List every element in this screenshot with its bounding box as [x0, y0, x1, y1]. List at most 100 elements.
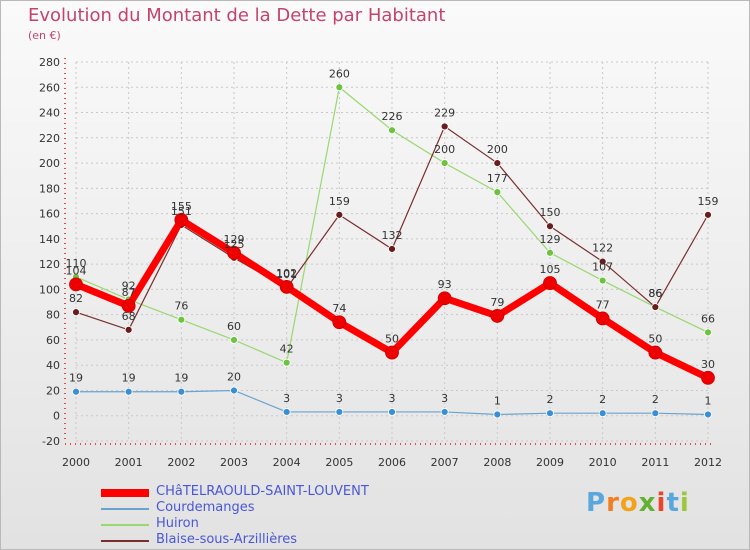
data-point: [490, 309, 505, 323]
data-label: 19: [174, 372, 188, 385]
data-point: [332, 315, 347, 330]
proxiti-logo: Proxiti: [586, 488, 690, 518]
data-label: 151: [171, 205, 192, 218]
data-label: 229: [434, 106, 455, 119]
series-1: [72, 386, 712, 419]
data-label: 101: [276, 268, 297, 281]
y-tick-label: 80: [46, 309, 60, 322]
data-label: 150: [540, 206, 561, 219]
data-label: 260: [329, 67, 350, 80]
labels-2: 110 92 76 60 42 260 226 200 177 129 107 86 66: [66, 67, 716, 355]
data-label: 1: [494, 394, 501, 407]
data-point: [124, 325, 133, 334]
data-point: [704, 410, 712, 419]
series-0: [69, 213, 715, 385]
data-label: 19: [69, 372, 83, 385]
x-tick-label: 2006: [378, 456, 406, 469]
data-point: [437, 291, 452, 306]
data-label: 3: [283, 392, 290, 405]
data-label: 200: [487, 143, 508, 156]
data-point: [282, 408, 291, 416]
data-label: 50: [385, 333, 399, 346]
y-tick-label: 160: [39, 208, 60, 221]
data-point: [595, 311, 610, 326]
data-label: 92: [122, 280, 136, 293]
data-label: 104: [66, 264, 87, 277]
x-tick-label: 2001: [115, 456, 143, 469]
data-label: 86: [648, 287, 662, 300]
y-tick-label: -20: [42, 435, 60, 448]
data-label: 122: [592, 242, 613, 255]
data-label: 76: [174, 300, 188, 313]
data-point: [72, 308, 80, 317]
legend-swatch: [101, 524, 149, 526]
data-point: [230, 336, 238, 344]
data-label: 110: [66, 257, 87, 270]
logo-letter: t: [666, 488, 680, 518]
x-tick-label: 2002: [167, 456, 195, 469]
y-tick-label: 220: [39, 132, 60, 145]
logo-letter: i: [656, 488, 667, 518]
data-label: 3: [389, 392, 396, 405]
data-label: 132: [382, 229, 403, 242]
data-point: [493, 188, 502, 197]
data-label: 19: [122, 372, 136, 385]
data-point: [335, 408, 344, 416]
data-label: 68: [122, 310, 136, 323]
data-point: [704, 328, 712, 337]
data-point: [704, 210, 712, 219]
data-label: 177: [487, 172, 508, 185]
data-point: [701, 370, 715, 385]
data-point: [546, 248, 554, 257]
legend-label: Huiron: [156, 516, 199, 531]
logo-letter: x: [638, 488, 657, 518]
data-label: 3: [336, 392, 343, 405]
data-point: [543, 276, 557, 290]
data-label: 87: [122, 286, 136, 299]
y-tick-label: 120: [39, 258, 60, 271]
y-tick-label: 40: [46, 359, 60, 372]
data-point: [335, 210, 344, 219]
labels-1: 19 19 19 20 3 3 3 3 1 2 2 2 1: [69, 370, 712, 407]
data-label: 129: [224, 233, 245, 246]
data-label: 226: [382, 110, 403, 123]
data-label: 155: [171, 200, 192, 213]
x-tick-label: 2004: [273, 456, 301, 469]
chart-title: Evolution du Montant de la Dette par Hab…: [28, 5, 446, 26]
y-tick-label: 100: [39, 283, 60, 296]
chart-subtitle: (en €): [28, 29, 61, 42]
logo-letter: o: [619, 488, 639, 518]
data-point: [388, 408, 396, 416]
x-tick-label: 2010: [589, 456, 617, 469]
legend-swatch: [101, 540, 149, 542]
y-tick-label: 200: [39, 157, 60, 170]
x-tick-label: 2008: [483, 456, 511, 469]
data-point: [174, 213, 189, 227]
data-label: 125: [224, 238, 245, 251]
data-label: 79: [490, 296, 504, 309]
data-label: 66: [701, 312, 715, 325]
logo-letter: i: [679, 488, 690, 518]
data-label: 50: [648, 333, 662, 346]
legend-label: Blaise-sous-Arzillières: [156, 532, 298, 547]
data-point: [440, 408, 449, 416]
data-point: [282, 358, 291, 367]
series-2: [72, 83, 712, 367]
data-label: 20: [227, 370, 241, 383]
y-tick-label: 180: [39, 182, 60, 195]
x-tick-label: 2009: [536, 456, 564, 469]
data-point: [69, 277, 83, 292]
data-label: 2: [599, 393, 606, 406]
data-label: 93: [438, 278, 452, 291]
data-point: [440, 159, 449, 167]
data-point: [72, 387, 80, 396]
data-point: [388, 126, 396, 135]
data-label: 3: [441, 392, 448, 405]
x-tick-label: 2007: [431, 456, 459, 469]
data-point: [493, 410, 502, 419]
y-tick-label: 140: [39, 233, 60, 246]
data-label: 129: [540, 233, 561, 246]
y-tick-label: 240: [39, 107, 60, 120]
data-label: 102: [276, 267, 297, 280]
